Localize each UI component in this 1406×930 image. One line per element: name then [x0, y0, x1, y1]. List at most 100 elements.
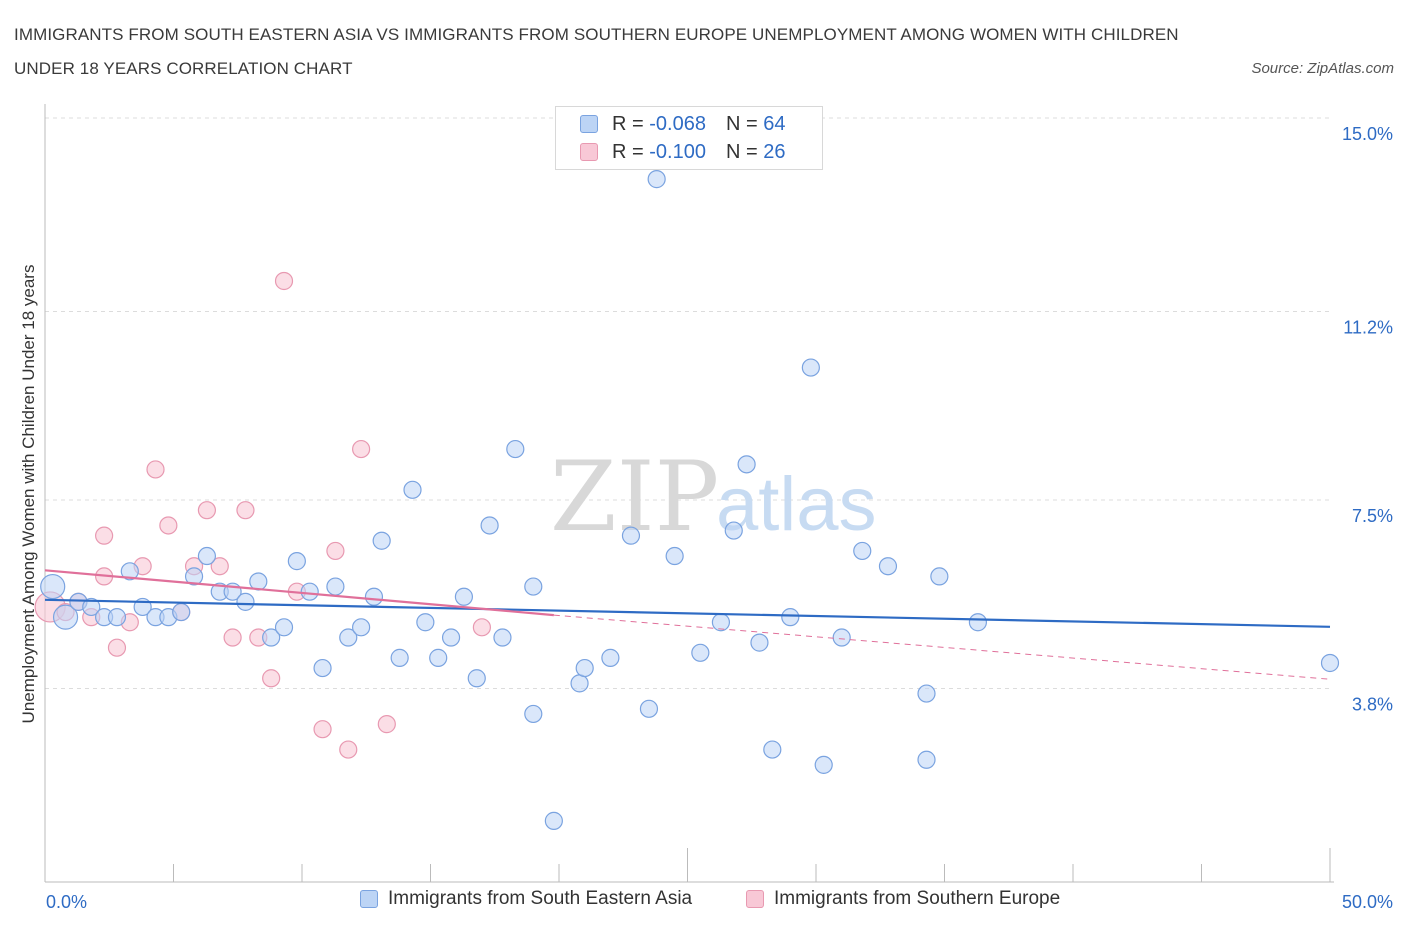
blue-point [480, 516, 499, 535]
bottom-legend-pink: Immigrants from Southern Europe [746, 888, 1060, 910]
blue-point [724, 521, 743, 540]
blue-point [262, 628, 281, 647]
legend-row-blue: R = -0.068 N = 64 [580, 112, 785, 136]
pink-point [326, 541, 345, 561]
legend-blue-n-label: N = [725, 112, 764, 135]
blue-point [570, 674, 589, 693]
blue-point [1320, 653, 1340, 673]
blue-point [300, 582, 319, 601]
pink-trend-extension [553, 614, 1331, 680]
x-tick-label: 0.0% [46, 892, 87, 912]
blue-series-points [40, 170, 1340, 830]
pink-point [197, 501, 217, 520]
y-tick-label: 15.0% [1342, 124, 1393, 144]
blue-point [801, 358, 820, 377]
pink-point [274, 271, 294, 291]
pink-point [262, 669, 281, 688]
axes [44, 104, 1334, 883]
blue-point [339, 628, 358, 647]
legend-swatch-blue [580, 115, 598, 133]
bottom-legend-swatch-blue [360, 890, 378, 908]
correlation-legend: R = -0.068 N = 64 R = -0.100 N = 26 [555, 106, 823, 170]
blue-point [544, 811, 563, 830]
blue-point [403, 480, 422, 499]
pink-point [159, 516, 178, 535]
pink-point [236, 501, 255, 520]
blue-point [601, 648, 620, 667]
bottom-legend-label-blue: Immigrants from South Eastern Asia [388, 888, 693, 909]
blue-point [832, 628, 851, 647]
blue-point [107, 608, 127, 627]
blue-point [930, 567, 949, 586]
blue-point [853, 541, 872, 561]
blue-point [647, 170, 666, 189]
blue-point [390, 648, 409, 667]
chart-title: IMMIGRANTS FROM SOUTH EASTERN ASIA VS IM… [14, 25, 1179, 78]
blue-point [493, 628, 512, 647]
blue-point [575, 658, 594, 678]
bottom-legend-swatch-pink [746, 890, 764, 908]
y-tick-label: 3.8% [1352, 694, 1393, 714]
legend-pink-r-label: R = [612, 140, 650, 163]
x-tick-label: 50.0% [1342, 892, 1393, 912]
tick-labels: 15.0% 11.2% 7.5% 3.8% 0.0% 50.0% Unemployment … [19, 124, 1393, 912]
blue-point [364, 587, 384, 606]
legend-pink-n-label: N = [725, 140, 764, 163]
blue-point [737, 455, 756, 474]
legend-row-pink: R = -0.100 N = 26 [580, 140, 785, 164]
blue-point [249, 572, 268, 591]
blue-point [287, 552, 306, 571]
blue-point [197, 546, 217, 566]
legend-swatch-pink [580, 143, 598, 161]
pink-point [339, 740, 358, 759]
blue-point [917, 750, 936, 769]
y-tick-label: 7.5% [1352, 506, 1393, 526]
legend-blue-n-value: 64 [763, 112, 786, 135]
blue-point [467, 669, 486, 688]
legend-blue-r-label: R = [612, 112, 650, 135]
pink-series-points [34, 271, 491, 759]
blue-point [429, 648, 448, 667]
blue-point [441, 628, 461, 647]
blue-point [120, 562, 139, 581]
pink-point [223, 628, 242, 647]
trend-lines [44, 569, 1331, 680]
blue-point [524, 577, 543, 596]
blue-point [711, 613, 731, 632]
blue-point [665, 546, 684, 566]
blue-point [814, 755, 833, 774]
bottom-legend-label-pink: Immigrants from Southern Europe [774, 888, 1061, 909]
blue-point [917, 684, 936, 703]
source-label: Source: ZipAtlas.com [1251, 60, 1394, 77]
legend-blue-r-value: -0.068 [649, 112, 706, 135]
blue-point [968, 613, 988, 632]
pink-point [472, 618, 491, 637]
watermark: ZIP atlas [550, 441, 877, 553]
blue-point [750, 633, 769, 652]
blue-point [506, 439, 525, 459]
watermark-atlas: atlas [716, 462, 877, 547]
pink-point [210, 557, 229, 576]
bottom-legend-blue: Immigrants from South Eastern Asia [360, 888, 692, 910]
y-axis-label: Unemployment Among Women with Children U… [19, 265, 38, 724]
blue-point [326, 577, 345, 596]
blue-point [313, 658, 332, 678]
blue-point [639, 699, 659, 718]
blue-point [52, 604, 79, 630]
blue-point [274, 618, 294, 637]
blue-point [184, 567, 204, 586]
pink-point [377, 715, 396, 734]
blue-point [40, 573, 66, 600]
blue-point [524, 704, 543, 724]
blue-point [416, 613, 435, 632]
pink-point [313, 720, 332, 739]
blue-point [878, 557, 898, 576]
blue-point [172, 602, 191, 622]
blue-point [621, 526, 641, 545]
legend-pink-r-value: -0.100 [649, 140, 706, 163]
blue-point [372, 531, 391, 550]
pink-point [146, 460, 165, 479]
blue-point [82, 597, 101, 617]
y-tick-label: 11.2% [1343, 318, 1393, 338]
pink-point [107, 638, 127, 657]
